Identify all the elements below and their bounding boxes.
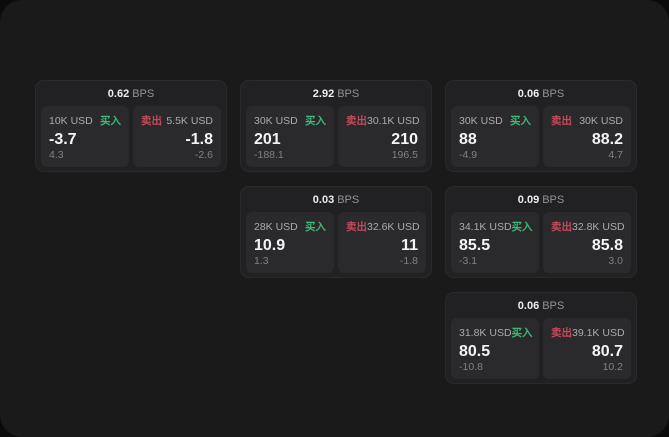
quote-card-body: 10K USD 买入 -3.7 4.3 卖出 5.5K USD -1.8 -2.… <box>36 106 226 171</box>
quote-card: 0.62 BPS 10K USD 买入 -3.7 4.3 卖出 5.5K USD <box>35 80 227 172</box>
sell-amount: 32.6K USD <box>367 220 420 233</box>
buy-change: 4.3 <box>49 149 64 161</box>
sell-change: 196.5 <box>391 149 418 161</box>
sell-label: 卖出 <box>346 115 367 127</box>
sell-change: 3.0 <box>608 255 623 267</box>
buy-price: 80.5 <box>459 343 491 360</box>
quote-card-body: 34.1K USD 买入 85.5 -3.1 卖出 32.8K USD 85.8… <box>446 212 636 277</box>
sell-change: -1.8 <box>399 255 418 267</box>
sell-label: 卖出 <box>551 327 572 339</box>
buy-label: 买入 <box>305 221 326 233</box>
buy-amount: 30K USD <box>254 114 298 127</box>
buy-price: 10.9 <box>254 237 286 254</box>
quote-card: 2.92 BPS 30K USD 买入 201 -188.1 卖出 30.1K U… <box>240 80 432 172</box>
buy-amount: 28K USD <box>254 220 298 233</box>
quote-cards-grid: 0.62 BPS 10K USD 买入 -3.7 4.3 卖出 5.5K USD <box>35 80 637 384</box>
buy-label: 买入 <box>305 115 326 127</box>
sell-price: 11 <box>401 237 418 254</box>
spread-value: 0.03 <box>312 194 335 206</box>
buy-label: 买入 <box>511 327 533 339</box>
buy-amount: 30K USD <box>459 114 503 127</box>
sell-price: 85.8 <box>591 237 623 254</box>
buy-amount: 31.8K USD <box>459 326 512 339</box>
spread-value: 0.09 <box>517 194 540 206</box>
buy-change: -3.1 <box>459 255 478 267</box>
spread-unit: BPS <box>132 88 155 100</box>
buy-panel[interactable]: 34.1K USD 买入 85.5 -3.1 <box>451 212 539 273</box>
spread-unit: BPS <box>542 194 565 206</box>
quote-card: 0.06 BPS 31.8K USD 买入 80.5 -10.8 卖出 39.1K… <box>445 292 637 384</box>
sell-change: 4.7 <box>608 149 623 161</box>
buy-label: 买入 <box>100 115 121 127</box>
buy-label: 买入 <box>510 115 531 127</box>
buy-price: -3.7 <box>49 131 77 148</box>
buy-change: -4.9 <box>459 149 478 161</box>
quote-card-body: 30K USD 买入 201 -188.1 卖出 30.1K USD 210 1… <box>241 106 431 171</box>
spread-value: 0.62 <box>107 88 130 100</box>
buy-panel[interactable]: 30K USD 买入 88 -4.9 <box>451 106 539 167</box>
sell-price: 210 <box>391 131 418 148</box>
sell-panel[interactable]: 卖出 30K USD 88.2 4.7 <box>543 106 631 167</box>
quote-card: 0.09 BPS 34.1K USD 买入 85.5 -3.1 卖出 32.8K … <box>445 186 637 278</box>
sell-price: -1.8 <box>185 131 213 148</box>
buy-change: -188.1 <box>254 149 284 161</box>
buy-panel[interactable]: 28K USD 买入 10.9 1.3 <box>246 212 334 273</box>
quote-card: 0.06 BPS 30K USD 买入 88 -4.9 卖出 30K USD <box>445 80 637 172</box>
buy-label: 买入 <box>511 221 533 233</box>
spread-unit: BPS <box>337 194 360 206</box>
sell-label: 卖出 <box>141 115 162 127</box>
spread-unit: BPS <box>542 88 565 100</box>
spread-value: 0.06 <box>517 88 540 100</box>
buy-change: 1.3 <box>254 255 269 267</box>
quote-card-body: 31.8K USD 买入 80.5 -10.8 卖出 39.1K USD 80.… <box>446 318 636 383</box>
quote-card: 0.03 BPS 28K USD 买入 10.9 1.3 卖出 32.6K USD <box>240 186 432 278</box>
sell-amount: 39.1K USD <box>572 326 625 339</box>
sell-label: 卖出 <box>551 115 572 127</box>
buy-change: -10.8 <box>459 361 483 373</box>
sell-amount: 32.8K USD <box>572 220 625 233</box>
sell-panel[interactable]: 卖出 32.6K USD 11 -1.8 <box>338 212 426 273</box>
sell-change: -2.6 <box>194 149 213 161</box>
spread-header: 0.06 BPS <box>446 293 636 318</box>
spread-unit: BPS <box>337 88 360 100</box>
spread-header: 0.09 BPS <box>446 187 636 212</box>
buy-price: 88 <box>459 131 477 148</box>
sell-amount: 30.1K USD <box>367 114 420 127</box>
spread-header: 2.92 BPS <box>241 81 431 106</box>
sell-change: 10.2 <box>602 361 623 373</box>
spread-value: 2.92 <box>312 88 335 100</box>
spread-value: 0.06 <box>517 300 540 312</box>
buy-price: 201 <box>254 131 281 148</box>
quote-card-body: 30K USD 买入 88 -4.9 卖出 30K USD 88.2 4.7 <box>446 106 636 171</box>
buy-amount: 10K USD <box>49 114 93 127</box>
spread-header: 0.03 BPS <box>241 187 431 212</box>
sell-panel[interactable]: 卖出 5.5K USD -1.8 -2.6 <box>133 106 221 167</box>
spread-header: 0.62 BPS <box>36 81 226 106</box>
sell-panel[interactable]: 卖出 39.1K USD 80.7 10.2 <box>543 318 631 379</box>
buy-panel[interactable]: 10K USD 买入 -3.7 4.3 <box>41 106 129 167</box>
sell-amount: 5.5K USD <box>166 114 213 127</box>
buy-price: 85.5 <box>459 237 491 254</box>
spread-header: 0.06 BPS <box>446 81 636 106</box>
sell-label: 卖出 <box>346 221 367 233</box>
sell-label: 卖出 <box>551 221 572 233</box>
buy-panel[interactable]: 31.8K USD 买入 80.5 -10.8 <box>451 318 539 379</box>
buy-panel[interactable]: 30K USD 买入 201 -188.1 <box>246 106 334 167</box>
quote-card-body: 28K USD 买入 10.9 1.3 卖出 32.6K USD 11 -1.8 <box>241 212 431 277</box>
sell-amount: 30K USD <box>579 114 623 127</box>
sell-price: 88.2 <box>591 131 623 148</box>
spread-unit: BPS <box>542 300 565 312</box>
sell-price: 80.7 <box>591 343 623 360</box>
sell-panel[interactable]: 卖出 30.1K USD 210 196.5 <box>338 106 426 167</box>
buy-amount: 34.1K USD <box>459 220 512 233</box>
sell-panel[interactable]: 卖出 32.8K USD 85.8 3.0 <box>543 212 631 273</box>
